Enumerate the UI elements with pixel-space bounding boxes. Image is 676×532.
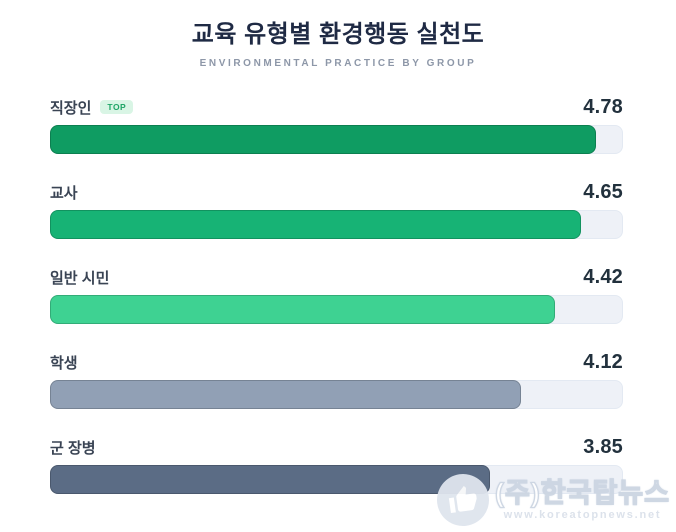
chart-subtitle: ENVIRONMENTAL PRACTICE BY GROUP: [199, 58, 477, 69]
bar-track: [50, 465, 623, 494]
bar-value: 4.42: [583, 265, 623, 288]
bar-fill: [50, 380, 521, 409]
bar-row: 직장인 TOP 4.78: [50, 95, 623, 182]
bar-row-head: 직장인 TOP 4.78: [50, 95, 623, 118]
bar-row-head: 군 장병 3.85: [50, 435, 623, 458]
bar-rows: 직장인 TOP 4.78 교사 4.65 일반 시민 4.42: [50, 95, 623, 522]
bar-fill: [50, 210, 582, 239]
bar-row-head: 일반 시민 4.42: [50, 265, 623, 288]
bar-track: [50, 380, 623, 409]
bar-value: 4.65: [583, 180, 623, 203]
bar-fill: [50, 465, 490, 494]
chart-header: 교육 유형별 환경행동 실천도 ENVIRONMENTAL PRACTICE B…: [0, 0, 676, 69]
bar-fill: [50, 295, 555, 324]
bar-value: 4.78: [583, 95, 623, 118]
bar-label: 교사: [50, 184, 78, 202]
bar-label: 군 장병: [50, 439, 96, 457]
bar-track: [50, 210, 623, 239]
bar-row: 일반 시민 4.42: [50, 265, 623, 352]
bar-track: [50, 295, 623, 324]
bar-row-head: 교사 4.65: [50, 180, 623, 203]
bar-row: 교사 4.65: [50, 180, 623, 267]
chart-title: 교육 유형별 환경행동 실천도: [191, 21, 485, 48]
bar-value: 3.85: [583, 435, 623, 458]
bar-label: 일반 시민: [50, 269, 110, 287]
bar-label: 학생: [50, 354, 78, 372]
top-badge: TOP: [100, 99, 134, 115]
bar-label: 직장인: [50, 99, 92, 117]
bar-value: 4.12: [583, 350, 623, 373]
bar-row-head: 학생 4.12: [50, 350, 623, 373]
bar-row: 학생 4.12: [50, 350, 623, 437]
bar-fill: [50, 125, 596, 154]
bar-row: 군 장병 3.85: [50, 435, 623, 522]
bar-track: [50, 125, 623, 154]
